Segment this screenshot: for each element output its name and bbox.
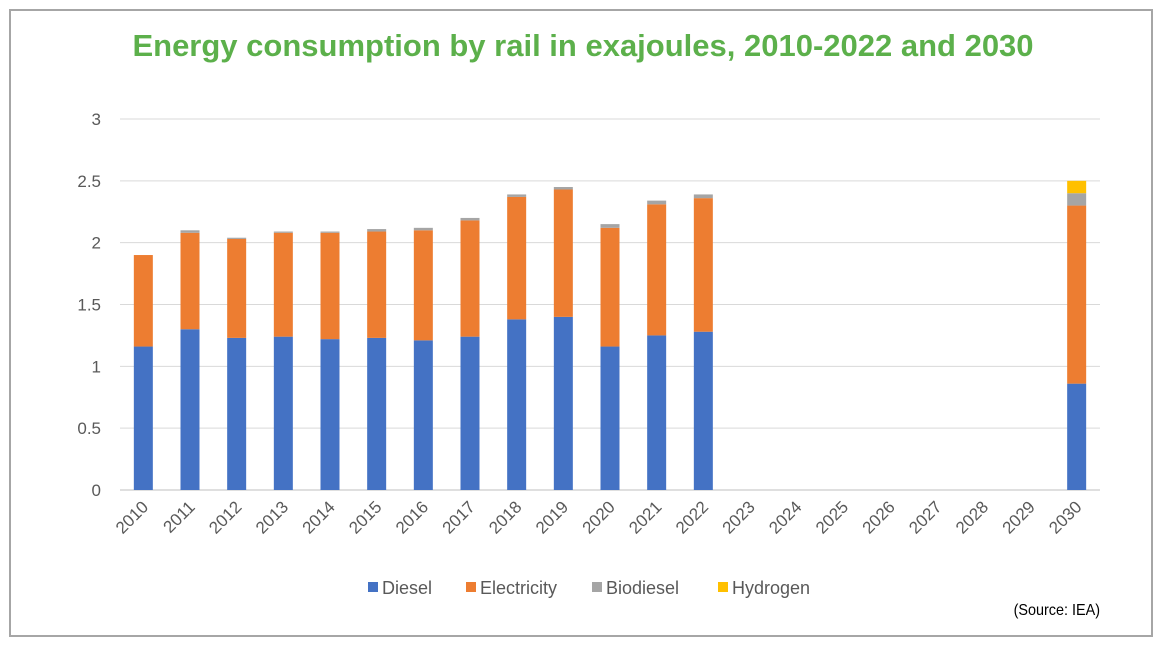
bar-diesel-2013 — [273, 336, 293, 490]
bar-hydrogen-2030 — [1067, 180, 1087, 194]
x-tick-label: 2018 — [485, 497, 525, 537]
x-tick-label: 2022 — [672, 497, 712, 537]
chart-frame — [9, 9, 1153, 637]
bar-electricity-2030 — [1067, 205, 1087, 384]
x-tick-label: 2017 — [439, 497, 479, 537]
bar-diesel-2020 — [600, 346, 620, 490]
y-tick-label: 2.5 — [77, 172, 101, 191]
bar-biodiesel-2015 — [367, 229, 387, 232]
legend-swatch-diesel — [368, 582, 378, 592]
x-tick-label: 2029 — [999, 497, 1039, 537]
bar-electricity-2022 — [693, 198, 713, 332]
x-tick-label: 2015 — [345, 497, 385, 537]
bar-electricity-2015 — [367, 231, 387, 338]
bar-diesel-2011 — [180, 329, 200, 490]
source-note: (Source: IEA) — [1013, 602, 1100, 619]
legend-label-hydrogen: Hydrogen — [732, 578, 810, 598]
bar-diesel-2014 — [320, 339, 340, 490]
bar-diesel-2016 — [413, 340, 433, 490]
bar-biodiesel-2019 — [553, 187, 573, 190]
bar-electricity-2013 — [273, 232, 293, 337]
y-tick-label: 0.5 — [77, 419, 101, 438]
y-tick-label: 2 — [92, 234, 101, 253]
x-tick-label: 2011 — [160, 497, 199, 536]
x-tick-label: 2020 — [579, 497, 619, 537]
legend-label-biodiesel: Biodiesel — [606, 578, 679, 598]
bar-diesel-2030 — [1067, 383, 1087, 490]
chart-title: Energy consumption by rail in exajoules,… — [132, 28, 1034, 63]
x-tick-label: 2013 — [252, 497, 292, 537]
x-tick-label: 2027 — [905, 497, 945, 537]
bar-diesel-2019 — [553, 316, 573, 490]
bar-biodiesel-2016 — [413, 227, 433, 231]
legend-swatch-hydrogen — [718, 582, 728, 592]
bar-biodiesel-2021 — [647, 200, 667, 205]
bar-diesel-2017 — [460, 336, 480, 490]
bar-electricity-2016 — [413, 230, 433, 341]
bar-electricity-2010 — [133, 255, 153, 347]
x-tick-label: 2010 — [112, 497, 152, 537]
legend-swatch-biodiesel — [592, 582, 602, 592]
bar-diesel-2015 — [367, 337, 387, 490]
bar-biodiesel-2017 — [460, 217, 480, 221]
bar-biodiesel-2012 — [227, 237, 247, 239]
bar-electricity-2020 — [600, 227, 620, 347]
bar-diesel-2021 — [647, 335, 667, 490]
bar-biodiesel-2020 — [600, 224, 620, 228]
x-tick-label: 2028 — [952, 497, 992, 537]
legend-label-electricity: Electricity — [480, 578, 557, 598]
bar-biodiesel-2030 — [1067, 193, 1087, 206]
bar-electricity-2014 — [320, 232, 340, 340]
x-tick-label: 2012 — [205, 497, 245, 537]
x-tick-label: 2021 — [625, 497, 665, 537]
legend-swatch-electricity — [466, 582, 476, 592]
bar-electricity-2011 — [180, 232, 200, 330]
bar-diesel-2010 — [133, 346, 153, 490]
bar-diesel-2018 — [507, 319, 527, 490]
bar-diesel-2022 — [693, 331, 713, 490]
y-tick-label: 1 — [92, 357, 101, 376]
x-tick-label: 2016 — [392, 497, 432, 537]
bar-biodiesel-2011 — [180, 230, 200, 233]
bar-electricity-2012 — [227, 238, 247, 338]
x-tick-label: 2024 — [765, 497, 805, 537]
bar-electricity-2019 — [553, 189, 573, 317]
bar-diesel-2012 — [227, 337, 247, 490]
bar-electricity-2017 — [460, 220, 480, 337]
x-tick-label: 2023 — [719, 497, 759, 537]
x-tick-label: 2014 — [299, 497, 339, 537]
bar-biodiesel-2022 — [693, 194, 713, 199]
x-tick-label: 2019 — [532, 497, 572, 537]
bar-electricity-2021 — [647, 204, 667, 336]
bar-biodiesel-2013 — [273, 231, 293, 233]
x-tick-label: 2030 — [1045, 497, 1085, 537]
x-tick-label: 2025 — [812, 497, 852, 537]
y-tick-label: 3 — [92, 110, 101, 129]
y-tick-label: 1.5 — [77, 296, 101, 315]
legend-label-diesel: Diesel — [382, 578, 432, 598]
y-tick-label: 0 — [92, 481, 101, 500]
bar-biodiesel-2018 — [507, 194, 527, 197]
x-tick-label: 2026 — [859, 497, 899, 537]
bar-electricity-2018 — [507, 196, 527, 320]
bar-biodiesel-2014 — [320, 231, 340, 233]
